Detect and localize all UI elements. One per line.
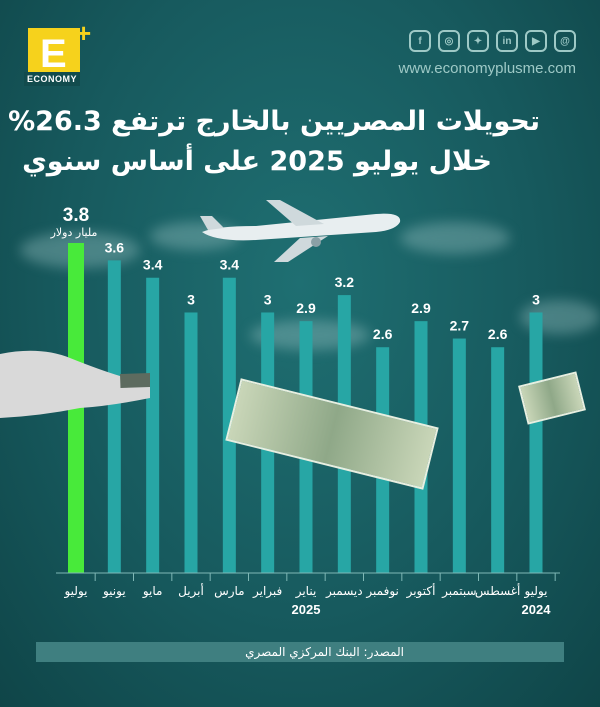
airplane-icon <box>200 200 401 262</box>
x-label-4: نوفمبر <box>365 584 398 599</box>
value-label-3: 2.9 <box>411 300 431 316</box>
x-label-8: مارس <box>214 584 245 599</box>
x-label-5: ديسمبر <box>325 584 363 599</box>
x-label-1: أغسطس <box>475 583 520 599</box>
value-label-5: 3.2 <box>335 274 355 290</box>
value-label-7: 3 <box>264 291 272 307</box>
x-label-10: مايو <box>142 584 163 599</box>
bar-9 <box>184 312 198 573</box>
value-label-11: 3.6 <box>105 239 125 255</box>
value-label-6: 2.9 <box>296 300 316 316</box>
year-label: 2025 <box>292 602 321 617</box>
bar-10 <box>146 277 160 573</box>
website-url[interactable]: www.economyplusme.com <box>398 60 576 77</box>
bar-1 <box>491 347 505 573</box>
linkedin-icon[interactable]: in <box>496 30 518 52</box>
value-label-9: 3 <box>187 291 195 307</box>
hand-with-money-icon <box>0 350 150 418</box>
threads-icon[interactable]: @ <box>554 30 576 52</box>
logo-letter: E <box>40 32 67 76</box>
value-label-2: 2.7 <box>450 318 470 334</box>
x-label-2: سبتمبر <box>441 584 476 599</box>
value-label-12: 3.8 <box>63 205 89 226</box>
instagram-icon[interactable]: ◎ <box>438 30 460 52</box>
value-label-8: 3.4 <box>220 257 240 273</box>
bar-11 <box>107 260 121 573</box>
bar-0 <box>529 312 543 573</box>
brand-logo: E + ECONOMY <box>22 18 94 88</box>
x-label-7: فبراير <box>252 584 282 599</box>
social-icons: f ◎ ✦ in ▶ @ <box>409 30 576 52</box>
x-label-9: أبريل <box>178 583 204 599</box>
x-label-12: يوليو <box>63 584 87 599</box>
unit-label: مليار دولار <box>50 226 98 239</box>
value-label-0: 3 <box>532 291 540 307</box>
headline-line1: تحويلات المصريين بالخارج ترتفع 26.3% <box>8 106 540 137</box>
bar-2 <box>452 338 466 573</box>
x-label-11: يونيو <box>102 584 126 599</box>
logo-word: ECONOMY <box>24 72 81 86</box>
logo-plus: + <box>76 18 92 48</box>
twitter-icon[interactable]: ✦ <box>467 30 489 52</box>
cloud <box>400 222 510 254</box>
headline-line2: خلال يوليو 2025 على أساس سنوي <box>22 146 492 177</box>
facebook-icon[interactable]: f <box>409 30 431 52</box>
x-label-3: أكتوبر <box>406 583 436 599</box>
x-label-6: يناير <box>295 584 317 599</box>
value-label-4: 2.6 <box>373 326 393 342</box>
value-label-1: 2.6 <box>488 326 508 342</box>
youtube-icon[interactable]: ▶ <box>525 30 547 52</box>
year-label: 2024 <box>522 602 552 617</box>
x-label-0: يوليو <box>523 584 547 599</box>
source-note: المصدر: البنك المركزي المصري <box>36 642 564 662</box>
value-label-10: 3.4 <box>143 257 163 273</box>
